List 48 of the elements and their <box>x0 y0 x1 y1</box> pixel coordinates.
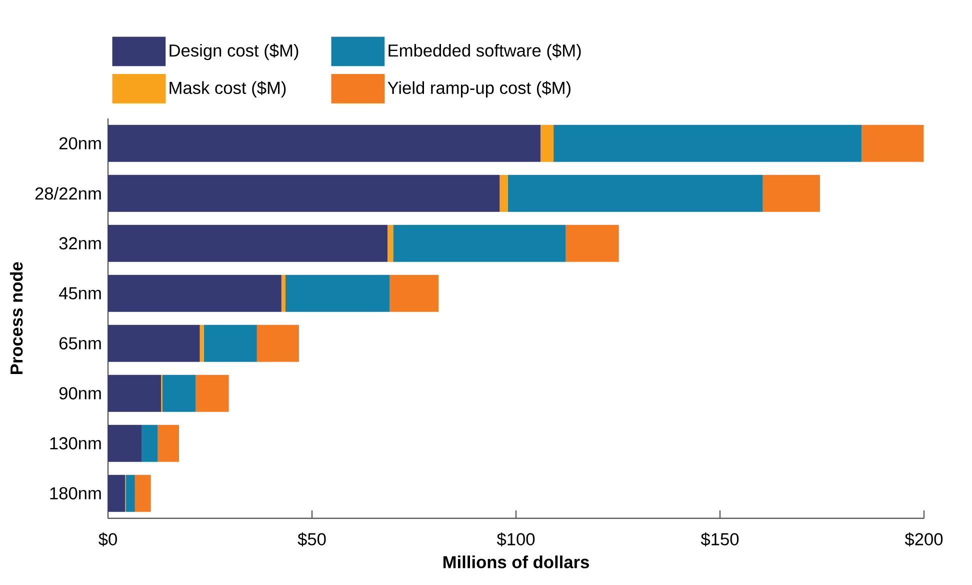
legend-label: Embedded software ($M) <box>388 44 581 60</box>
x-tick-label: $200 <box>904 532 943 546</box>
bar <box>108 224 388 262</box>
y-tick-label: 45nm <box>59 287 101 300</box>
bar <box>126 474 135 512</box>
y-tick-label: 90nm <box>59 387 101 400</box>
bar <box>281 274 286 312</box>
y-axis-title: Process node <box>10 262 23 374</box>
bar <box>566 224 619 262</box>
x-axis-title: Millions of dollars <box>443 556 589 568</box>
y-tick-label: 130nm <box>50 437 101 450</box>
y-tick-label: 20nm <box>59 137 101 150</box>
bar <box>162 374 196 412</box>
legend-label: Yield ramp-up cost ($M) <box>388 81 570 98</box>
legend-label: Design cost ($M) <box>170 44 298 60</box>
bar <box>142 424 158 462</box>
x-tick-label: $150 <box>700 532 739 546</box>
y-tick-label: 65nm <box>59 337 101 350</box>
bar <box>108 274 282 312</box>
bar <box>200 324 204 362</box>
bar <box>196 374 229 412</box>
bar <box>108 124 540 162</box>
y-tick-label: 180nm <box>50 487 101 500</box>
bar <box>204 324 257 362</box>
bar <box>393 224 566 262</box>
bar <box>387 224 394 262</box>
bar <box>554 124 862 162</box>
bar <box>108 324 200 362</box>
bar <box>108 374 162 412</box>
x-tick-label: $0 <box>98 532 117 546</box>
bar <box>108 424 142 462</box>
bar <box>285 274 390 312</box>
bar <box>390 274 438 312</box>
bar <box>508 174 763 212</box>
bar <box>540 124 554 162</box>
y-tick-label: 32nm <box>59 237 101 250</box>
bar <box>108 174 500 212</box>
bar <box>500 174 508 212</box>
bar <box>134 474 151 512</box>
bar <box>256 324 299 362</box>
y-tick-label: 28/22nm <box>35 186 101 200</box>
bar <box>762 174 820 212</box>
bar <box>108 474 126 512</box>
x-tick-label: $50 <box>298 532 326 546</box>
bar <box>862 124 924 162</box>
x-tick-label: $100 <box>496 532 535 546</box>
bar <box>158 424 179 462</box>
legend-label: Mask cost ($M) <box>170 81 286 98</box>
